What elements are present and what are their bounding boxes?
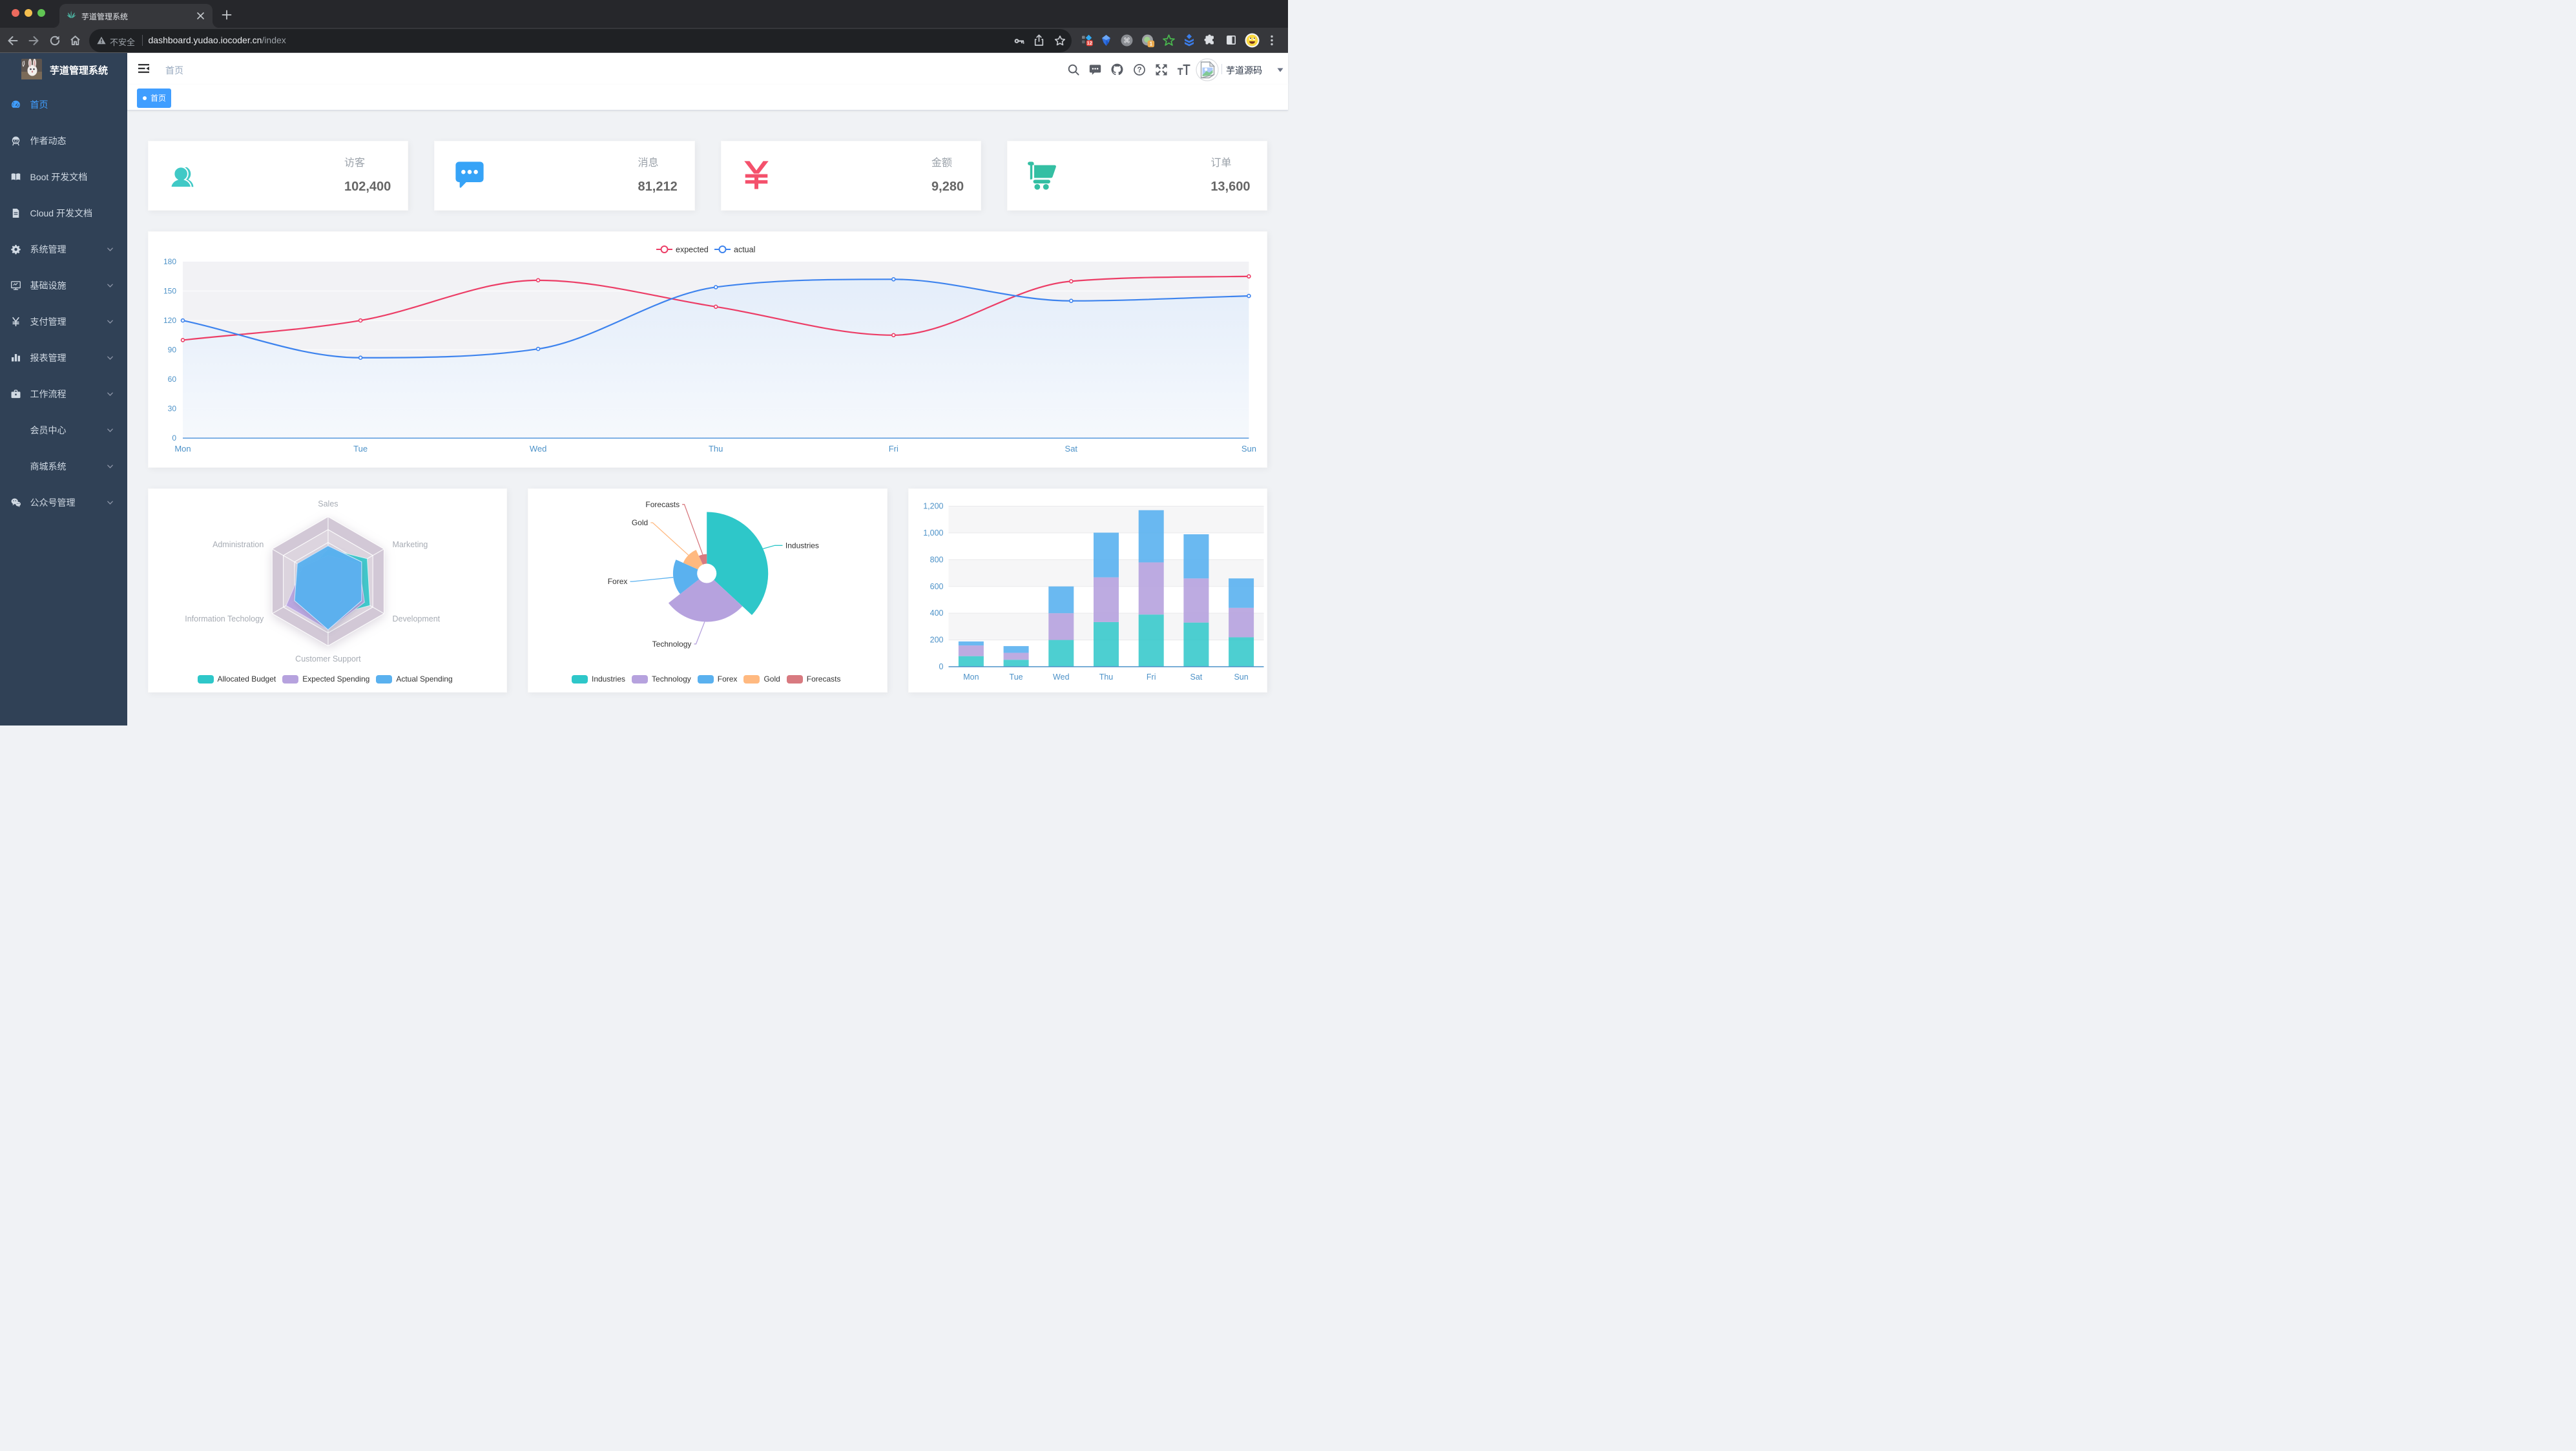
svg-text:Forex: Forex xyxy=(608,577,628,586)
svg-text:Sat: Sat xyxy=(1190,673,1202,682)
svg-text:0: 0 xyxy=(172,433,176,443)
svg-text:Wed: Wed xyxy=(529,444,546,454)
svg-text:?: ? xyxy=(1137,67,1141,74)
svg-text:1: 1 xyxy=(1150,41,1153,47)
svg-text:0: 0 xyxy=(939,662,943,671)
svg-text:400: 400 xyxy=(930,609,943,618)
svg-text:120: 120 xyxy=(163,316,176,325)
svg-text:expected: expected xyxy=(676,245,709,255)
svg-text:Fri: Fri xyxy=(1146,673,1156,682)
svg-text:Tue: Tue xyxy=(1009,673,1023,682)
svg-text:Forecasts: Forecasts xyxy=(645,500,680,509)
svg-text:Sun: Sun xyxy=(1234,673,1248,682)
svg-text:Development: Development xyxy=(392,614,440,623)
svg-text:1,200: 1,200 xyxy=(923,502,943,511)
svg-text:60: 60 xyxy=(167,375,176,384)
svg-text:30: 30 xyxy=(167,404,176,413)
svg-text:Mon: Mon xyxy=(963,673,979,682)
svg-text:⌘: ⌘ xyxy=(1123,37,1130,45)
svg-text:180: 180 xyxy=(163,257,176,266)
svg-text:Fri: Fri xyxy=(888,444,898,454)
svg-text:12: 12 xyxy=(1087,40,1092,46)
svg-text:Sun: Sun xyxy=(1241,444,1256,454)
svg-text:Gold: Gold xyxy=(632,518,648,527)
svg-text:800: 800 xyxy=(930,555,943,564)
svg-text:Technology: Technology xyxy=(652,640,692,649)
svg-text:Customer Support: Customer Support xyxy=(295,654,361,663)
svg-text:90: 90 xyxy=(167,346,176,355)
svg-text:Thu: Thu xyxy=(1099,673,1113,682)
svg-text:actual: actual xyxy=(734,245,755,255)
svg-text:150: 150 xyxy=(163,287,176,296)
svg-text:Marketing: Marketing xyxy=(392,540,428,549)
svg-text:Information Techology: Information Techology xyxy=(185,614,264,623)
svg-text:Industries: Industries xyxy=(785,541,819,550)
svg-text:200: 200 xyxy=(930,636,943,645)
svg-text:Wed: Wed xyxy=(1053,673,1070,682)
svg-text:Tue: Tue xyxy=(353,444,368,454)
svg-text:1,000: 1,000 xyxy=(923,528,943,538)
svg-text:600: 600 xyxy=(930,582,943,591)
svg-text:Mon: Mon xyxy=(174,444,191,454)
svg-text:Administration: Administration xyxy=(213,540,264,549)
svg-text:Sales: Sales xyxy=(318,499,338,508)
svg-text:Sat: Sat xyxy=(1065,444,1077,454)
svg-text:Thu: Thu xyxy=(708,444,722,454)
